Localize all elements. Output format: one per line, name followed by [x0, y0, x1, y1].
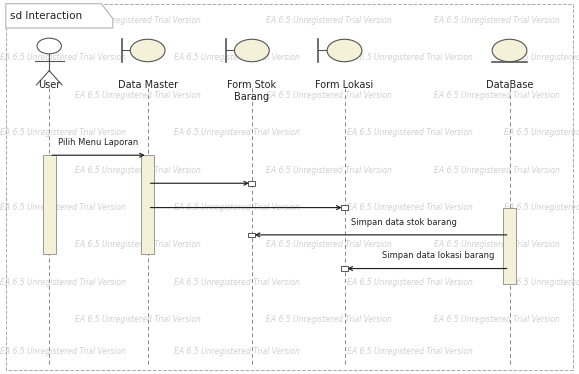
Text: EA 6.5 Unregistered Trial Version: EA 6.5 Unregistered Trial Version: [174, 53, 299, 62]
Text: DataBase: DataBase: [486, 80, 533, 91]
Bar: [141, 155, 154, 254]
Bar: [43, 155, 56, 254]
Text: EA 6.5 Unregistered Trial Version: EA 6.5 Unregistered Trial Version: [266, 166, 392, 175]
Polygon shape: [6, 4, 113, 28]
Text: EA 6.5 Unregistered Trial Version: EA 6.5 Unregistered Trial Version: [75, 91, 201, 100]
Circle shape: [492, 39, 527, 62]
Bar: [503, 208, 516, 284]
Text: EA 6.5 Unregistered Trial Version: EA 6.5 Unregistered Trial Version: [504, 53, 579, 62]
Circle shape: [130, 39, 165, 62]
Text: EA 6.5 Unregistered Trial Version: EA 6.5 Unregistered Trial Version: [434, 16, 560, 25]
Bar: [248, 181, 255, 186]
Text: EA 6.5 Unregistered Trial Version: EA 6.5 Unregistered Trial Version: [0, 53, 126, 62]
Text: EA 6.5 Unregistered Trial Version: EA 6.5 Unregistered Trial Version: [434, 315, 560, 324]
Text: EA 6.5 Unregistered Trial Version: EA 6.5 Unregistered Trial Version: [75, 240, 201, 249]
Text: EA 6.5 Unregistered Trial Version: EA 6.5 Unregistered Trial Version: [504, 278, 579, 287]
Text: Data Master: Data Master: [118, 80, 178, 91]
Text: EA 6.5 Unregistered Trial Version: EA 6.5 Unregistered Trial Version: [0, 128, 126, 137]
Text: EA 6.5 Unregistered Trial Version: EA 6.5 Unregistered Trial Version: [0, 278, 126, 287]
Text: EA 6.5 Unregistered Trial Version: EA 6.5 Unregistered Trial Version: [0, 203, 126, 212]
Text: Simpan data stok barang: Simpan data stok barang: [351, 218, 457, 227]
Text: EA 6.5 Unregistered Trial Version: EA 6.5 Unregistered Trial Version: [75, 315, 201, 324]
Text: Simpan data lokasi barang: Simpan data lokasi barang: [382, 251, 495, 260]
Text: EA 6.5 Unregistered Trial Version: EA 6.5 Unregistered Trial Version: [266, 315, 392, 324]
Text: EA 6.5 Unregistered Trial Version: EA 6.5 Unregistered Trial Version: [434, 166, 560, 175]
Text: EA 6.5 Unregistered Trial Version: EA 6.5 Unregistered Trial Version: [174, 278, 299, 287]
Text: EA 6.5 Unregistered Trial Version: EA 6.5 Unregistered Trial Version: [347, 203, 473, 212]
Text: EA 6.5 Unregistered Trial Version: EA 6.5 Unregistered Trial Version: [434, 240, 560, 249]
Text: EA 6.5 Unregistered Trial Version: EA 6.5 Unregistered Trial Version: [347, 128, 473, 137]
Text: EA 6.5 Unregistered Trial Version: EA 6.5 Unregistered Trial Version: [347, 53, 473, 62]
Text: EA 6.5 Unregistered Trial Version: EA 6.5 Unregistered Trial Version: [504, 203, 579, 212]
Text: EA 6.5 Unregistered Trial Version: EA 6.5 Unregistered Trial Version: [504, 128, 579, 137]
Text: Form Lokasi: Form Lokasi: [316, 80, 373, 91]
Text: User: User: [38, 80, 60, 91]
Text: Form Stok
Barang: Form Stok Barang: [228, 80, 276, 102]
Bar: [341, 266, 348, 271]
Text: EA 6.5 Unregistered Trial Version: EA 6.5 Unregistered Trial Version: [434, 91, 560, 100]
Circle shape: [327, 39, 362, 62]
Text: EA 6.5 Unregistered Trial Version: EA 6.5 Unregistered Trial Version: [75, 16, 201, 25]
Text: EA 6.5 Unregistered Trial Version: EA 6.5 Unregistered Trial Version: [266, 16, 392, 25]
Text: EA 6.5 Unregistered Trial Version: EA 6.5 Unregistered Trial Version: [174, 203, 299, 212]
Text: EA 6.5 Unregistered Trial Version: EA 6.5 Unregistered Trial Version: [347, 278, 473, 287]
Circle shape: [234, 39, 269, 62]
Text: EA 6.5 Unregistered Trial Version: EA 6.5 Unregistered Trial Version: [266, 240, 392, 249]
Text: Pilih Menu Laporan: Pilih Menu Laporan: [58, 138, 138, 147]
Text: sd Interaction: sd Interaction: [10, 11, 83, 21]
Text: EA 6.5 Unregistered Trial Version: EA 6.5 Unregistered Trial Version: [0, 347, 126, 356]
Text: EA 6.5 Unregistered Trial Version: EA 6.5 Unregistered Trial Version: [174, 347, 299, 356]
Text: EA 6.5 Unregistered Trial Version: EA 6.5 Unregistered Trial Version: [174, 128, 299, 137]
Text: EA 6.5 Unregistered Trial Version: EA 6.5 Unregistered Trial Version: [266, 91, 392, 100]
Text: EA 6.5 Unregistered Trial Version: EA 6.5 Unregistered Trial Version: [347, 347, 473, 356]
Text: EA 6.5 Unregistered Trial Version: EA 6.5 Unregistered Trial Version: [75, 166, 201, 175]
Bar: [341, 205, 348, 210]
Bar: [248, 233, 255, 237]
